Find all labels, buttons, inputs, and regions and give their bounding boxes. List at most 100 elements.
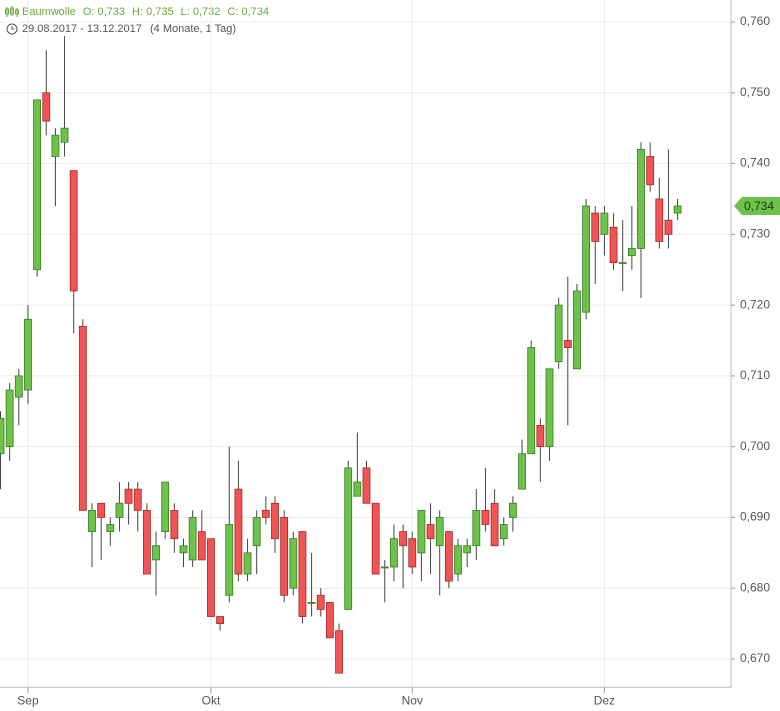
candle-body bbox=[133, 488, 142, 511]
y-tick-label: 0,750 bbox=[740, 85, 770, 99]
candle-body bbox=[5, 389, 14, 448]
candle-body bbox=[399, 531, 408, 547]
candle-body bbox=[655, 198, 664, 242]
candle-body bbox=[289, 538, 298, 589]
candle-body bbox=[417, 509, 426, 554]
candle-body bbox=[161, 481, 170, 532]
y-tick-label: 0,710 bbox=[740, 368, 770, 382]
candle-body bbox=[408, 538, 417, 568]
candle-body bbox=[591, 212, 600, 242]
x-tick-label: Dez bbox=[594, 693, 615, 707]
candle-body bbox=[490, 502, 499, 547]
price-tag-label: 0,734 bbox=[744, 199, 774, 213]
candle-body bbox=[472, 509, 481, 547]
x-tick-label: Sep bbox=[17, 693, 39, 707]
y-tick-label: 0,740 bbox=[740, 156, 770, 170]
candle-body bbox=[106, 524, 115, 532]
clock-icon bbox=[6, 23, 18, 35]
y-tick-label: 0,760 bbox=[740, 14, 770, 28]
y-tick-label: 0,730 bbox=[740, 227, 770, 241]
y-tick-label: 0,690 bbox=[740, 510, 770, 524]
candle-body bbox=[508, 502, 517, 518]
candle-body bbox=[261, 509, 270, 518]
candle-body bbox=[243, 552, 252, 575]
candle-body bbox=[380, 566, 389, 569]
candle-body bbox=[518, 453, 526, 490]
candle-body bbox=[563, 340, 572, 348]
candle-body bbox=[637, 149, 645, 249]
instrument-name: Baumwolle bbox=[22, 6, 76, 18]
candle-body bbox=[97, 502, 106, 518]
candle-body bbox=[627, 248, 636, 256]
candle-body bbox=[124, 488, 133, 504]
candle-body bbox=[179, 545, 188, 554]
candle-body bbox=[454, 545, 462, 575]
candle-body bbox=[325, 601, 334, 639]
candle-body bbox=[527, 347, 536, 455]
candle-body bbox=[0, 417, 5, 455]
candle-body bbox=[115, 502, 124, 518]
candle-body bbox=[216, 616, 225, 625]
candle-body bbox=[78, 325, 87, 511]
candle-body bbox=[252, 517, 261, 547]
candles bbox=[0, 36, 682, 674]
candle-body bbox=[188, 517, 197, 561]
candle-body bbox=[316, 594, 325, 610]
candle-body bbox=[499, 524, 508, 540]
date-range: 29.08.2017 - 13.12.2017 bbox=[22, 23, 142, 35]
candle-body bbox=[88, 509, 96, 532]
price-tag bbox=[734, 197, 780, 216]
candle-body bbox=[646, 156, 655, 186]
candle-body bbox=[280, 517, 289, 596]
candle-body bbox=[142, 509, 151, 575]
candle-body bbox=[152, 545, 160, 561]
header: Baumwolle O: 0,733 H: 0,735 L: 0,732 C: … bbox=[5, 6, 269, 35]
candle-body bbox=[600, 212, 609, 235]
candle-body bbox=[24, 318, 32, 391]
candle-body bbox=[69, 170, 78, 292]
candle-body bbox=[444, 531, 453, 582]
period: (4 Monate, 1 Tag) bbox=[150, 23, 236, 35]
grid bbox=[0, 0, 731, 688]
candle-body bbox=[371, 502, 380, 575]
candle-body bbox=[170, 509, 179, 540]
y-tick-label: 0,700 bbox=[740, 439, 770, 453]
candle-body bbox=[673, 205, 682, 214]
candle-body bbox=[664, 219, 673, 235]
high-label: H: 0,735 bbox=[132, 6, 174, 18]
open-label: O: 0,733 bbox=[83, 6, 125, 18]
candle-body bbox=[362, 467, 371, 504]
candle-body bbox=[197, 531, 206, 561]
candle-body bbox=[51, 134, 60, 157]
candle-body bbox=[14, 375, 23, 398]
candle-body bbox=[298, 531, 307, 617]
candle-body bbox=[353, 481, 362, 497]
candle-body bbox=[545, 368, 554, 448]
candle-body bbox=[573, 290, 581, 370]
candle-body bbox=[271, 502, 279, 540]
candle-body bbox=[33, 99, 41, 271]
candle-body bbox=[225, 524, 234, 596]
x-tick-label: Nov bbox=[402, 693, 423, 707]
candle-body bbox=[60, 127, 69, 143]
candle-body bbox=[207, 538, 215, 617]
candle-body bbox=[463, 545, 472, 554]
candle-body bbox=[42, 92, 51, 122]
chart-icon bbox=[5, 6, 19, 17]
candle-body bbox=[307, 601, 316, 604]
y-tick-label: 0,720 bbox=[740, 297, 770, 311]
candle-body bbox=[426, 524, 435, 540]
close-label: C: 0,734 bbox=[227, 6, 269, 18]
candle-body bbox=[435, 517, 444, 547]
candle-body bbox=[335, 630, 343, 674]
low-label: L: 0,732 bbox=[181, 6, 221, 18]
candle-body bbox=[234, 488, 243, 575]
x-tick-label: Okt bbox=[202, 693, 221, 707]
candle-body bbox=[481, 509, 490, 525]
candle-body bbox=[390, 538, 398, 568]
candle-body bbox=[554, 304, 563, 363]
candle-body bbox=[536, 425, 545, 448]
y-tick-label: 0,670 bbox=[740, 651, 770, 665]
y-tick-label: 0,680 bbox=[740, 580, 770, 594]
